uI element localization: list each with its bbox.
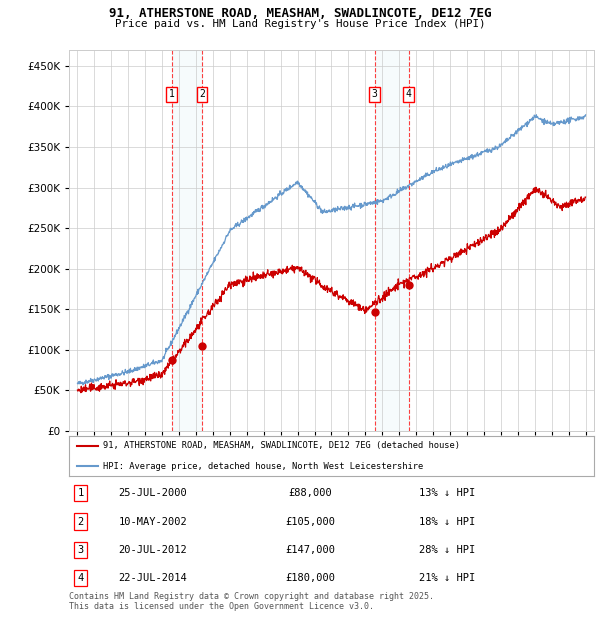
Bar	[374, 50, 409, 431]
Text: 4: 4	[406, 89, 412, 99]
Text: 25-JUL-2000: 25-JUL-2000	[119, 489, 187, 498]
Text: Price paid vs. HM Land Registry's House Price Index (HPI): Price paid vs. HM Land Registry's House …	[115, 19, 485, 29]
Text: 2: 2	[199, 89, 205, 99]
Text: 1: 1	[169, 89, 175, 99]
Text: 2: 2	[77, 516, 83, 526]
Text: 4: 4	[77, 573, 83, 583]
Text: 20-JUL-2012: 20-JUL-2012	[119, 545, 187, 555]
Text: HPI: Average price, detached house, North West Leicestershire: HPI: Average price, detached house, Nort…	[103, 461, 424, 471]
Text: 91, ATHERSTONE ROAD, MEASHAM, SWADLINCOTE, DE12 7EG (detached house): 91, ATHERSTONE ROAD, MEASHAM, SWADLINCOT…	[103, 441, 460, 451]
Text: 1: 1	[77, 489, 83, 498]
Text: 91, ATHERSTONE ROAD, MEASHAM, SWADLINCOTE, DE12 7EG: 91, ATHERSTONE ROAD, MEASHAM, SWADLINCOT…	[109, 7, 491, 20]
Text: £88,000: £88,000	[289, 489, 332, 498]
Text: 28% ↓ HPI: 28% ↓ HPI	[419, 545, 475, 555]
Text: £180,000: £180,000	[286, 573, 335, 583]
Text: 3: 3	[372, 89, 377, 99]
Text: This data is licensed under the Open Government Licence v3.0.: This data is licensed under the Open Gov…	[69, 602, 374, 611]
Bar	[172, 50, 202, 431]
Text: 18% ↓ HPI: 18% ↓ HPI	[419, 516, 475, 526]
Text: 22-JUL-2014: 22-JUL-2014	[119, 573, 187, 583]
Text: 10-MAY-2002: 10-MAY-2002	[119, 516, 187, 526]
Text: 21% ↓ HPI: 21% ↓ HPI	[419, 573, 475, 583]
Text: £105,000: £105,000	[286, 516, 335, 526]
Text: 13% ↓ HPI: 13% ↓ HPI	[419, 489, 475, 498]
Text: Contains HM Land Registry data © Crown copyright and database right 2025.: Contains HM Land Registry data © Crown c…	[69, 592, 434, 601]
Text: 3: 3	[77, 545, 83, 555]
Text: £147,000: £147,000	[286, 545, 335, 555]
